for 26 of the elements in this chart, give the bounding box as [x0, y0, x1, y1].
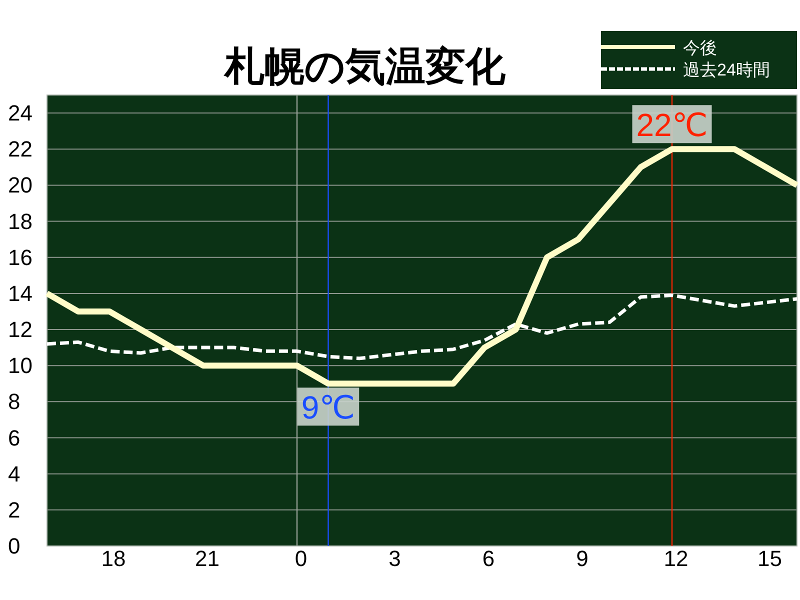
annotation: 9℃: [297, 388, 360, 426]
x-tick-label: 15: [758, 546, 782, 571]
y-tick-label: 18: [8, 208, 32, 234]
x-tick-label: 9: [576, 546, 588, 571]
y-tick-label: 14: [8, 280, 32, 306]
y-tick-label: 8: [8, 389, 20, 414]
x-tick-label: 21: [195, 546, 220, 571]
y-tick-label: 0: [8, 534, 20, 558]
x-tick-label: 6: [482, 546, 495, 571]
legend-label: 過去24時間: [683, 60, 770, 80]
y-tick-label: 2: [8, 497, 20, 522]
x-tick-label: 0: [294, 546, 308, 571]
y-tick-label: 12: [8, 317, 32, 342]
y-tick-label: 10: [8, 353, 32, 378]
ref-label: 22℃: [632, 105, 712, 144]
x-tick-label: 3: [388, 546, 401, 571]
y-tick-label: 24: [8, 100, 32, 126]
y-tick-label: 16: [8, 244, 32, 270]
x-tick-label: 18: [101, 546, 126, 571]
legend-label: 今後: [683, 38, 717, 58]
y-tick-label: 22: [8, 136, 32, 162]
title: 札幌の気温変化: [224, 45, 506, 89]
y-tick-label: 4: [8, 461, 20, 486]
x-tick-label: 12: [664, 546, 688, 571]
y-tick-label: 6: [8, 425, 20, 450]
y-tick-label: 20: [8, 172, 32, 198]
